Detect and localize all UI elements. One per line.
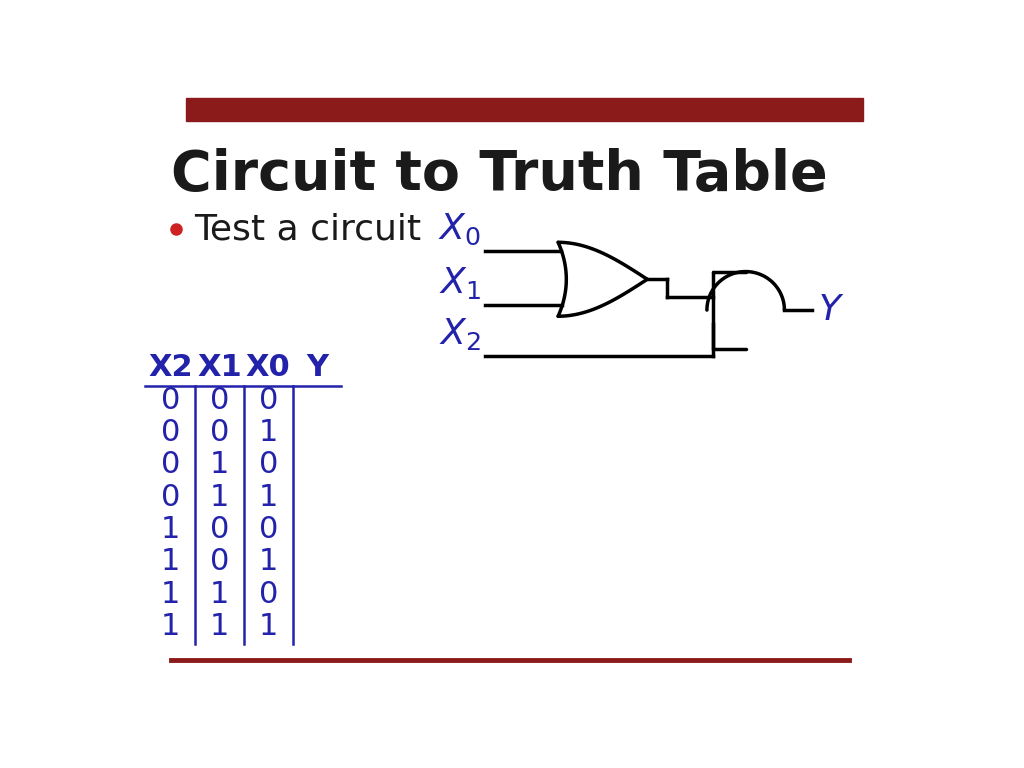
Text: 1: 1 [161, 515, 180, 544]
Text: 0: 0 [210, 515, 229, 544]
Text: Circuit to Truth Table: Circuit to Truth Table [171, 148, 827, 203]
Text: 0: 0 [161, 450, 180, 479]
Text: 0: 0 [259, 450, 278, 479]
Text: $Y$: $Y$ [818, 293, 844, 327]
Text: 0: 0 [161, 482, 180, 511]
Text: 0: 0 [210, 418, 229, 447]
Text: 1: 1 [259, 612, 278, 641]
Text: 0: 0 [259, 386, 278, 415]
Text: 1: 1 [259, 418, 278, 447]
Text: Y: Y [306, 353, 328, 382]
Text: 1: 1 [259, 482, 278, 511]
Text: 1: 1 [210, 482, 229, 511]
Text: $X_1$: $X_1$ [438, 265, 480, 301]
Text: $X_0$: $X_0$ [438, 212, 480, 247]
Text: 0: 0 [161, 386, 180, 415]
Text: 1: 1 [210, 580, 229, 609]
Text: 1: 1 [210, 450, 229, 479]
Text: 0: 0 [210, 386, 229, 415]
Text: 0: 0 [161, 418, 180, 447]
Text: X0: X0 [246, 353, 291, 382]
Text: 0: 0 [210, 548, 229, 576]
Text: 1: 1 [210, 612, 229, 641]
Text: 1: 1 [161, 612, 180, 641]
Bar [186, 98, 863, 121]
Text: 0: 0 [259, 515, 278, 544]
Text: 1: 1 [161, 548, 180, 576]
Text: 1: 1 [259, 548, 278, 576]
Text: X1: X1 [197, 353, 242, 382]
Text: Test a circuit: Test a circuit [194, 212, 421, 247]
Text: X2: X2 [148, 353, 193, 382]
Text: 1: 1 [161, 580, 180, 609]
Text: $X_2$: $X_2$ [438, 316, 480, 353]
Text: 0: 0 [259, 580, 278, 609]
